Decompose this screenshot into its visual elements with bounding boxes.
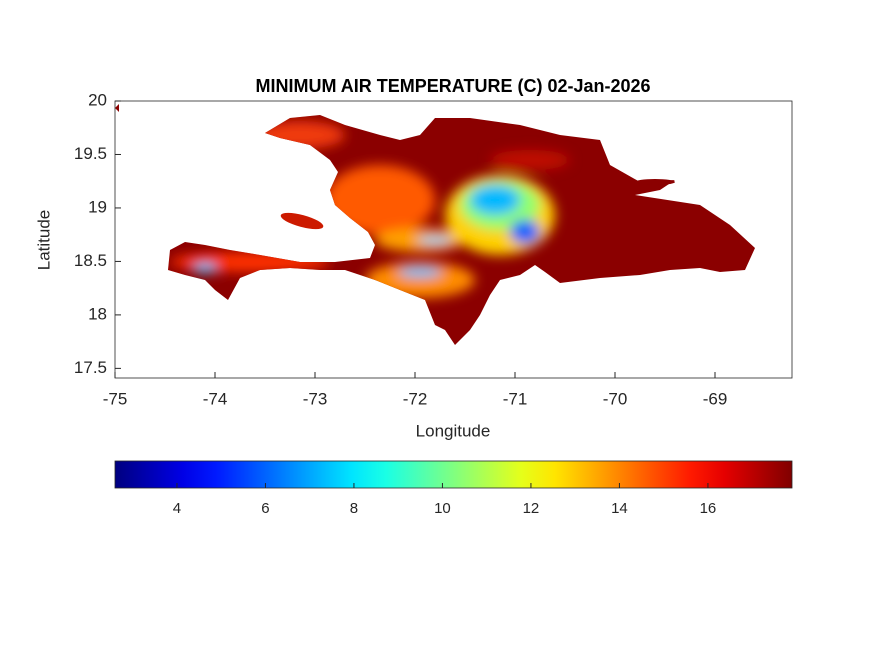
colorbar-tick-label: 4 — [173, 500, 181, 517]
y-tick-label: 19 — [88, 197, 107, 216]
x-tick-label: -72 — [403, 389, 428, 408]
gonave-island — [280, 212, 324, 230]
y-axis-label: Latitude — [34, 210, 53, 271]
colorbar — [114, 460, 793, 489]
x-tick-label: -73 — [303, 389, 328, 408]
colorbar-tick-label: 8 — [350, 500, 358, 517]
samana — [635, 179, 675, 185]
colorbar-tick-label: 14 — [611, 500, 628, 517]
colorbar-tick-label: 6 — [261, 500, 269, 517]
y-tick-label: 18 — [88, 304, 107, 323]
colorbar-tick-label: 12 — [523, 500, 540, 517]
x-tick-label: -71 — [503, 389, 528, 408]
x-tick-label: -75 — [103, 389, 128, 408]
x-axis-label: Longitude — [416, 421, 491, 440]
colorbar-tick-label: 16 — [700, 500, 717, 517]
y-tick-label: 20 — [88, 90, 107, 109]
x-tick-label: -70 — [603, 389, 628, 408]
x-tick-label: -74 — [203, 389, 228, 408]
y-tick-label: 18.5 — [74, 251, 107, 270]
chart-title: MINIMUM AIR TEMPERATURE (C) 02-Jan-2026 — [255, 76, 650, 96]
colorbar-tick-label: 10 — [434, 500, 451, 517]
x-tick-label: -69 — [703, 389, 728, 408]
y-tick-label: 17.5 — [74, 358, 107, 377]
y-tick-label: 19.5 — [74, 144, 107, 163]
coast-fragment — [115, 104, 119, 112]
axes-box — [114, 100, 793, 379]
